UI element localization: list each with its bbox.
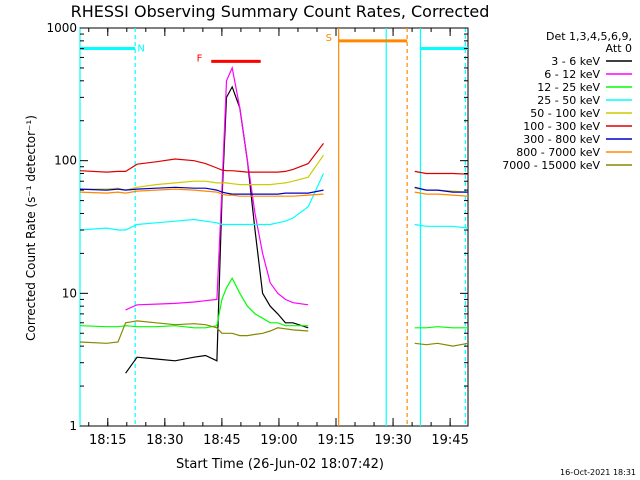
- series-line: [80, 154, 324, 191]
- plot-frame: [79, 27, 469, 427]
- series-line: [125, 65, 309, 311]
- series-line: [125, 85, 309, 374]
- legend-item-label: 3 - 6 keV: [551, 55, 600, 68]
- x-tick-label: 18:45: [203, 433, 240, 448]
- series-line: [79, 173, 325, 231]
- series-line: [79, 276, 309, 329]
- x-tick-label: 18:15: [89, 433, 126, 448]
- series-line: [79, 186, 324, 195]
- series-line: [414, 170, 469, 175]
- x-tick-label: 19:00: [260, 433, 297, 448]
- vertical-markers: [79, 28, 466, 426]
- legend-header: Det 1,3,4,5,6,9,: [546, 30, 632, 43]
- legend-item-label: 12 - 25 keV: [537, 81, 600, 94]
- legend-item-label: 100 - 300 keV: [523, 120, 600, 133]
- legend-item-label: 800 - 7000 keV: [516, 146, 600, 159]
- interval-bars: N F S: [80, 33, 468, 64]
- annotation-label: F: [197, 53, 203, 64]
- series-line: [79, 320, 309, 344]
- x-tick-label: 19:30: [374, 433, 411, 448]
- chart-title: RHESSI Observing Summary Count Rates, Co…: [71, 2, 490, 21]
- x-tick-label: 19:45: [431, 433, 468, 448]
- legend-item-label: 25 - 50 keV: [537, 94, 600, 107]
- y-tick-label: 1: [69, 419, 77, 433]
- x-axis-label: Start Time (26-Jun-02 18:07:42): [176, 457, 384, 472]
- series-lines: [79, 65, 469, 374]
- series-line: [414, 326, 468, 329]
- annotation-label: S: [326, 33, 332, 44]
- x-tick-label: 19:15: [317, 433, 354, 448]
- series-line: [414, 186, 468, 193]
- y-axis-label: Corrected Count Rate (s⁻¹ detector⁻¹): [24, 115, 38, 341]
- x-tick-label: 18:30: [146, 433, 183, 448]
- annotation-label: N: [137, 44, 144, 55]
- legend-item-label: 50 - 100 keV: [530, 107, 600, 120]
- legend-item-label: 7000 - 15000 keV: [502, 159, 600, 172]
- y-tick-label: 10: [62, 286, 77, 300]
- legend-item-label: 6 - 12 keV: [544, 68, 600, 81]
- y-axis-ticks: 1 10 100 1000: [46, 21, 468, 433]
- x-axis-ticks: 18:15 18:30 18:45 19:00 19:15 19:30 19:45: [88, 28, 469, 448]
- series-line: [414, 191, 469, 197]
- footer-date: 16-Oct-2021 18:31: [560, 468, 636, 477]
- legend-header: Att 0: [606, 42, 632, 55]
- y-tick-label: 100: [54, 154, 77, 168]
- series-line: [414, 342, 469, 347]
- y-tick-label: 1000: [46, 21, 77, 35]
- series-line: [414, 223, 469, 229]
- series-line: [79, 143, 324, 173]
- series-line: [79, 188, 324, 197]
- legend-item-label: 300 - 800 keV: [523, 133, 600, 146]
